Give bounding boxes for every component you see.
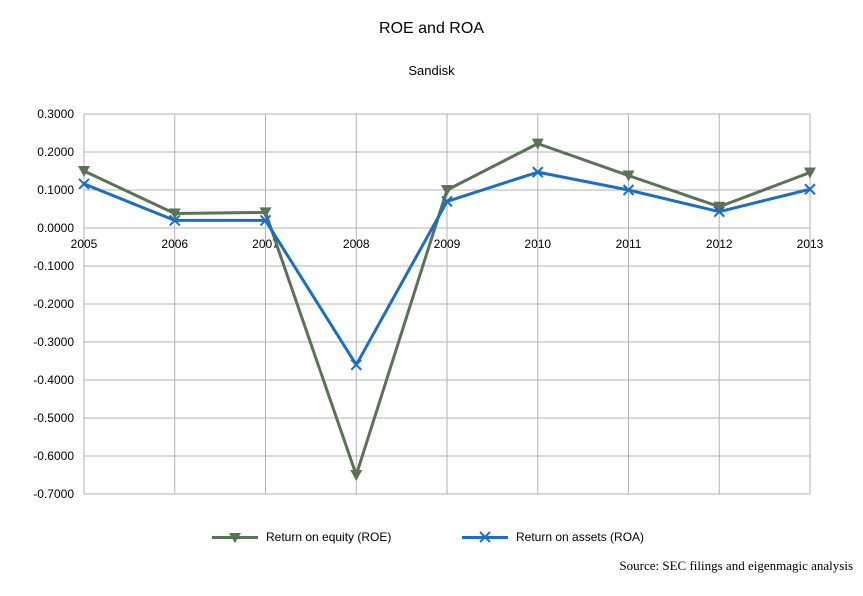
x-tick-label: 2009	[434, 237, 461, 251]
x-tick-label: 2008	[343, 237, 370, 251]
y-tick-label: -0.5000	[33, 411, 74, 425]
data-point-roa	[804, 183, 816, 195]
data-point-roe	[350, 470, 363, 481]
data-point-roa	[532, 166, 544, 178]
data-point-roe	[804, 167, 816, 179]
chart-subtitle: Sandisk	[408, 63, 455, 78]
legend-label-roe: Return on equity (ROE)	[266, 530, 392, 544]
chart-title: ROE and ROA	[379, 20, 484, 37]
y-tick-label: 0.2000	[37, 145, 74, 159]
y-tick-label: -0.1000	[33, 259, 74, 273]
x-tick-label: 2013	[797, 237, 824, 251]
y-tick-label: -0.7000	[33, 487, 74, 501]
legend-label-roa: Return on assets (ROA)	[516, 530, 645, 544]
data-point-roe	[713, 201, 726, 213]
data-point-roa	[169, 214, 181, 227]
y-tick-label: 0.0000	[37, 221, 74, 235]
data-point-roe	[168, 208, 181, 220]
x-tick-label: 2010	[524, 237, 551, 251]
data-point-roa	[713, 205, 725, 218]
legend-swatch-roa	[462, 530, 508, 544]
data-point-roa	[259, 214, 272, 227]
data-point-roe	[622, 170, 635, 182]
y-tick-label: -0.3000	[33, 335, 74, 349]
x-tick-label: 2005	[71, 237, 98, 251]
legend-swatch-roe	[212, 530, 258, 544]
x-tick-label: 2012	[706, 237, 733, 251]
x-tick-label: 2011	[616, 237, 642, 251]
legend-item-roe: Return on equity (ROE)	[212, 530, 391, 544]
y-tick-label: -0.6000	[33, 449, 74, 463]
data-point-roe	[441, 185, 453, 196]
legend-item-roa: Return on assets (ROA)	[462, 530, 644, 544]
data-point-roe	[259, 207, 272, 219]
y-tick-label: -0.4000	[33, 373, 74, 387]
x-tick-label: 2006	[161, 237, 188, 251]
data-point-roa	[78, 178, 90, 190]
data-point-roe	[78, 166, 90, 177]
y-tick-label: 0.3000	[37, 107, 74, 121]
y-tick-label: 0.1000	[37, 183, 74, 197]
data-point-roa	[622, 184, 635, 196]
y-tick-label: -0.2000	[33, 297, 74, 311]
data-point-roa	[350, 359, 362, 371]
x-tick-label: 2007	[252, 237, 279, 251]
source-note: Source: SEC filings and eigenmagic analy…	[619, 558, 853, 573]
data-point-roa	[441, 195, 453, 208]
data-point-roe	[531, 138, 544, 150]
